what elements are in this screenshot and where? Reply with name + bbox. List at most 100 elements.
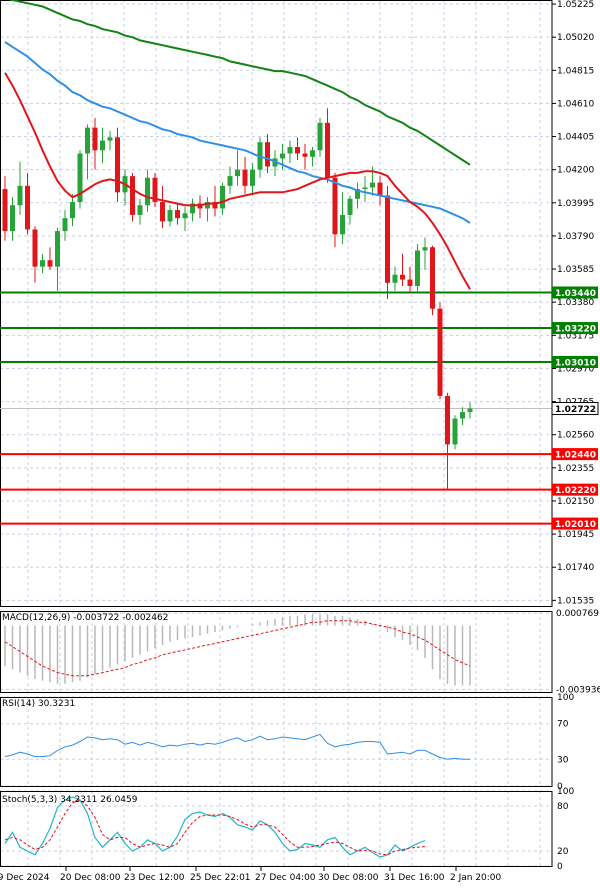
candle-body <box>362 187 368 190</box>
candle-body <box>430 247 435 309</box>
price-tick-label: 1.03380 <box>557 298 594 308</box>
price-tick-label: 1.02560 <box>557 431 594 441</box>
price-tick-label: 1.03585 <box>557 265 594 275</box>
candle-body <box>92 127 98 151</box>
candle-body <box>347 198 353 215</box>
candle-body <box>392 274 398 283</box>
candle-body <box>377 182 383 196</box>
candle-body <box>317 122 323 151</box>
candle-body <box>152 177 158 202</box>
candle-body <box>415 250 420 287</box>
price-tick-label: 1.05225 <box>557 0 594 10</box>
level-tag <box>552 483 598 496</box>
candle-body <box>85 127 90 154</box>
candle-body <box>235 169 240 177</box>
level-tag <box>552 286 598 299</box>
stoch-tick-label: 0 <box>557 862 563 872</box>
rsi-tick-label: 100 <box>557 693 574 703</box>
candle-body <box>205 202 210 209</box>
stoch-k-line <box>4 796 426 858</box>
candle-body <box>400 274 405 280</box>
candle-body <box>280 153 285 159</box>
macd-tick-label: -0.003936 <box>556 685 600 695</box>
candle-body <box>437 308 443 396</box>
x-tick-label: 30 Dec 08:00 <box>318 873 379 883</box>
candle-body <box>70 202 75 219</box>
candle-body <box>55 231 60 267</box>
candle-body <box>10 205 15 232</box>
stoch-tick-label: 20 <box>557 847 569 857</box>
candle-body <box>17 185 23 206</box>
macd-signal-line <box>4 620 471 677</box>
price-tick-label: 1.03175 <box>557 331 594 341</box>
macd-indicator-label: MACD(12,26,9) -0.003722 -0.002462 <box>2 613 168 623</box>
candle-body <box>160 202 165 222</box>
stoch-d-line <box>4 799 426 856</box>
candle-body <box>332 177 338 235</box>
level-tag <box>552 517 598 530</box>
price-tick-label: 1.04610 <box>557 99 594 109</box>
x-tick-label: 20 Dec 08:00 <box>60 873 121 883</box>
price-tick-label: 1.01535 <box>557 596 594 606</box>
candle-body <box>25 185 30 230</box>
candle-body <box>310 150 315 157</box>
x-tick-label: 2 Jan 20:00 <box>450 873 502 883</box>
price-tick-label: 1.01740 <box>557 563 594 573</box>
candle-body <box>107 137 113 141</box>
price-tick-label: 1.02355 <box>557 464 594 474</box>
panel-border-stoch <box>0 791 553 867</box>
candle-body <box>77 153 83 202</box>
candle-body <box>137 205 143 215</box>
price-tick-label: 1.05020 <box>557 33 594 43</box>
x-tick-label: 31 Dec 16:00 <box>384 873 445 883</box>
current-price-tag <box>551 402 599 416</box>
price-tick-label: 1.01945 <box>557 530 594 540</box>
panel-border-macd <box>0 611 553 693</box>
candle-body <box>220 185 225 209</box>
candle-body <box>115 137 120 193</box>
candle-body <box>40 260 45 267</box>
level-tag-label: 1.03010 <box>555 358 596 368</box>
stoch-indicator-label: Stoch(5,3,3) 34.2311 26.0459 <box>2 795 138 805</box>
candle-body <box>145 177 150 206</box>
candle-body <box>175 210 180 219</box>
candle-body <box>265 142 270 167</box>
candle-body <box>370 182 375 188</box>
candle-body <box>100 140 105 151</box>
candle-body <box>227 176 233 186</box>
candle-body <box>325 122 330 178</box>
price-tick-label: 1.02150 <box>557 497 594 507</box>
candle-body <box>452 418 458 445</box>
x-tick-label: 27 Dec 04:00 <box>255 873 316 883</box>
price-tick-label: 1.04200 <box>557 166 594 176</box>
rsi-tick-label: 70 <box>557 720 569 730</box>
level-tag-label: 1.02220 <box>555 486 596 496</box>
candle-body <box>182 213 188 219</box>
stoch-tick-label: 80 <box>557 802 569 812</box>
price-tick-label: 1.02970 <box>557 364 594 374</box>
candle-body <box>340 214 345 235</box>
candle-body <box>460 412 465 419</box>
candle-body <box>62 218 68 232</box>
candle-body <box>190 203 195 214</box>
panel-border-price <box>0 0 553 607</box>
macd-tick-label: 0.000769 <box>556 609 599 619</box>
x-tick-label: 25 Dec 22:01 <box>190 873 251 883</box>
candle-body <box>302 153 308 157</box>
x-tick-label: 19 Dec 2024 <box>0 873 50 883</box>
candle-body <box>287 147 293 154</box>
level-tag-label: 1.03220 <box>555 325 596 335</box>
candle-body <box>407 279 413 287</box>
candle-body <box>167 210 173 222</box>
level-tag-label: 1.03440 <box>555 289 596 299</box>
moving-average-blue <box>4 41 471 224</box>
candle-body <box>250 169 255 186</box>
candle-body <box>47 260 53 267</box>
level-tag <box>552 448 598 461</box>
moving-average-red <box>4 72 471 290</box>
level-tag <box>552 355 598 368</box>
panel-border-rsi <box>0 697 553 787</box>
rsi-tick-label: 30 <box>557 755 569 765</box>
